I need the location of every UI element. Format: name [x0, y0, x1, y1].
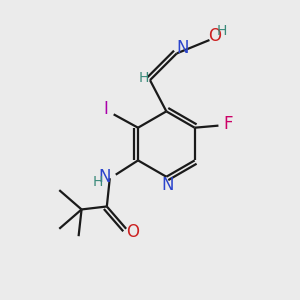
Text: F: F: [224, 115, 233, 133]
Text: I: I: [103, 100, 108, 118]
Text: N: N: [98, 168, 111, 186]
Text: O: O: [126, 223, 139, 241]
Text: N: N: [176, 39, 189, 57]
Text: O: O: [208, 28, 221, 46]
Text: N: N: [162, 176, 174, 194]
Text: H: H: [93, 175, 103, 189]
Text: H: H: [138, 71, 148, 85]
Text: H: H: [217, 24, 227, 38]
